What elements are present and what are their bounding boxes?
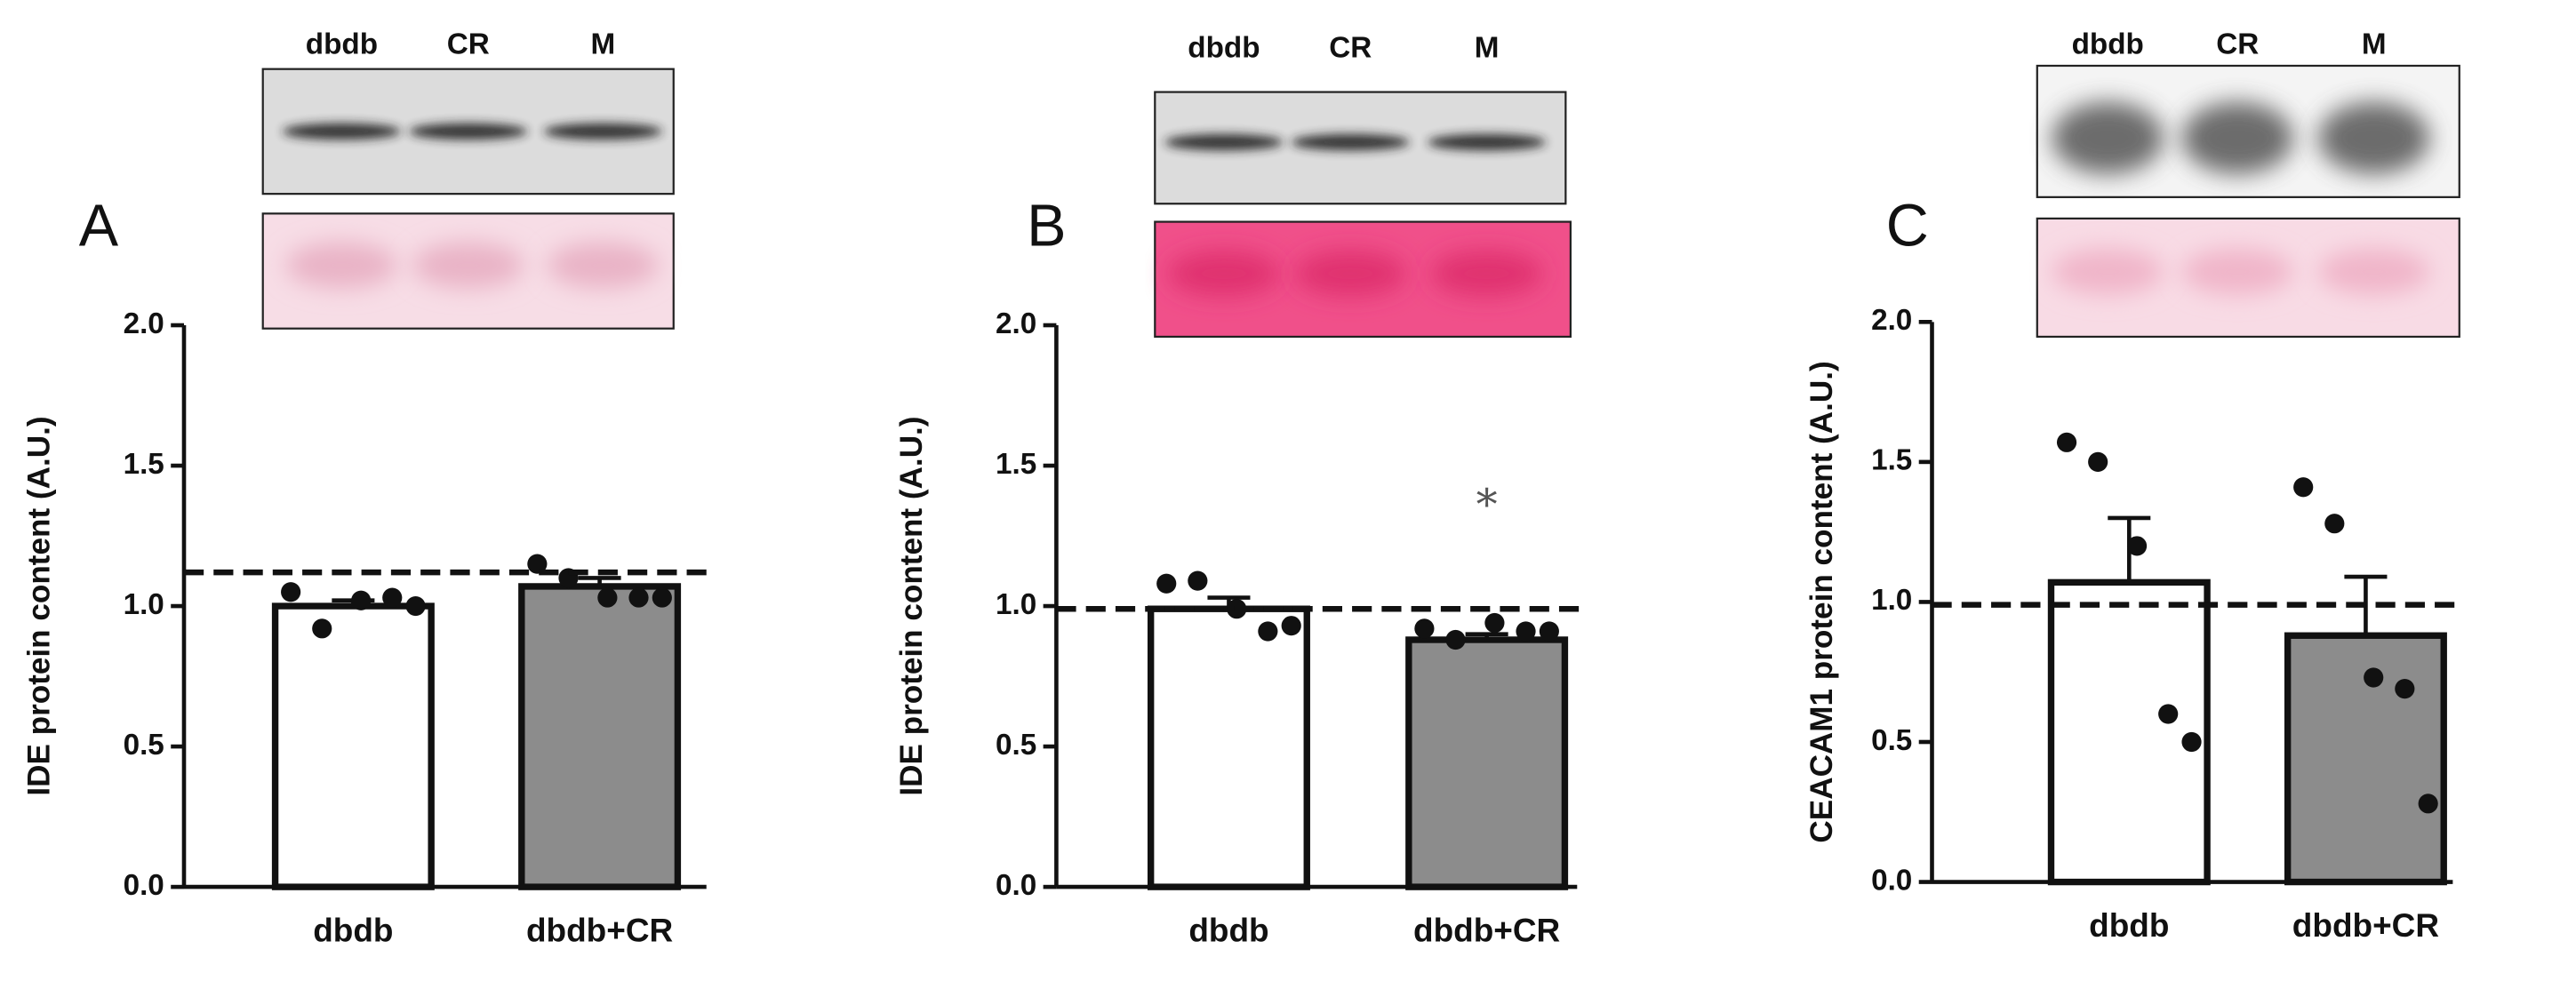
y-tick-label: 1.0 (124, 588, 164, 621)
bar (2047, 578, 2211, 886)
y-tick-label: 2.0 (1871, 304, 1912, 337)
data-point (2364, 667, 2384, 688)
blot-band (1428, 133, 1547, 151)
bar (1405, 636, 1569, 890)
data-point (2158, 704, 2179, 724)
panel-label: B (1027, 193, 1066, 259)
significance-marker: * (1476, 480, 1498, 530)
data-point (405, 595, 426, 617)
y-tick-label: 1.5 (124, 448, 164, 481)
data-point (281, 582, 301, 602)
data-point (1484, 612, 1505, 634)
blot-band (282, 123, 401, 140)
data-point (2395, 679, 2415, 699)
data-point (351, 590, 372, 610)
data-point (2056, 432, 2077, 452)
x-tick-label: dbdb+CR (526, 913, 673, 949)
y-tick-label: 0.0 (124, 869, 164, 902)
ponceau-band (547, 242, 660, 289)
ponceau-band (2052, 248, 2164, 295)
y-tick-label: 0.0 (996, 869, 1036, 902)
x-tick-label: dbdb (313, 913, 393, 949)
y-tick-label: 1.5 (1871, 444, 1912, 477)
data-point (527, 554, 548, 574)
x-tick-label: dbdb (2089, 907, 2169, 944)
lane-label: CR (1329, 31, 1372, 64)
data-point (2181, 731, 2202, 753)
data-point (597, 587, 618, 608)
data-point (2126, 536, 2148, 556)
blot-band (543, 123, 662, 140)
y-tick-label: 1.0 (996, 588, 1036, 621)
data-point (2293, 477, 2314, 498)
y-tick-label: 2.0 (996, 307, 1036, 340)
y-tick-label: 0.5 (1871, 724, 1912, 757)
lane-label: dbdb (1188, 31, 1260, 64)
blot-band (2317, 101, 2430, 174)
y-axis-label: IDE protein content (A.U.) (894, 416, 929, 795)
data-point (1156, 573, 1177, 594)
data-point (1258, 621, 1278, 642)
ponceau-band (1430, 250, 1543, 297)
ponceau-band (1294, 250, 1407, 297)
panel-label: A (79, 193, 119, 259)
blot-band (409, 123, 528, 140)
lane-label: dbdb (306, 28, 378, 61)
data-point (2088, 451, 2108, 472)
data-point (1188, 570, 1208, 591)
lane-label: M (1475, 31, 1500, 64)
blot-band (2181, 101, 2294, 174)
lane-label: CR (2216, 28, 2259, 61)
lane-label: M (2362, 28, 2387, 61)
bar (518, 583, 682, 890)
data-point (312, 618, 332, 639)
data-point (2324, 514, 2345, 534)
data-point (1539, 621, 1559, 642)
blot-band (2052, 101, 2164, 174)
panel-label: C (1886, 193, 1929, 259)
data-point (1414, 618, 1435, 639)
y-tick-label: 0.0 (1871, 864, 1912, 897)
y-tick-label: 2.0 (124, 307, 164, 340)
y-tick-label: 0.5 (996, 729, 1036, 762)
y-axis-label: CEACAM1 protein content (A.U.) (1804, 361, 1839, 842)
data-point (1516, 621, 1536, 642)
lane-label: dbdb (2072, 28, 2144, 61)
x-tick-label: dbdb+CR (1413, 913, 1560, 949)
blot-band (1291, 133, 1410, 151)
y-tick-label: 0.5 (124, 729, 164, 762)
ponceau-band (2317, 248, 2430, 295)
ponceau-band (285, 242, 398, 289)
blot-band (1164, 133, 1284, 151)
y-axis-label: IDE protein content (A.U.) (21, 416, 56, 795)
x-tick-label: dbdb+CR (2292, 907, 2439, 944)
ponceau-band (412, 242, 524, 289)
data-point (1281, 616, 1301, 636)
data-point (1445, 629, 1466, 650)
data-point (628, 587, 649, 608)
data-point (652, 587, 672, 608)
bar (271, 602, 435, 890)
y-tick-label: 1.0 (1871, 584, 1912, 617)
y-tick-label: 1.5 (996, 448, 1036, 481)
bar (1147, 605, 1310, 890)
ponceau-band (2181, 248, 2294, 295)
data-point (382, 587, 403, 608)
ponceau-band (1168, 250, 1280, 297)
data-point (2418, 794, 2438, 814)
x-tick-label: dbdb (1188, 913, 1268, 949)
lane-label: M (590, 28, 615, 61)
lane-label: CR (447, 28, 490, 61)
